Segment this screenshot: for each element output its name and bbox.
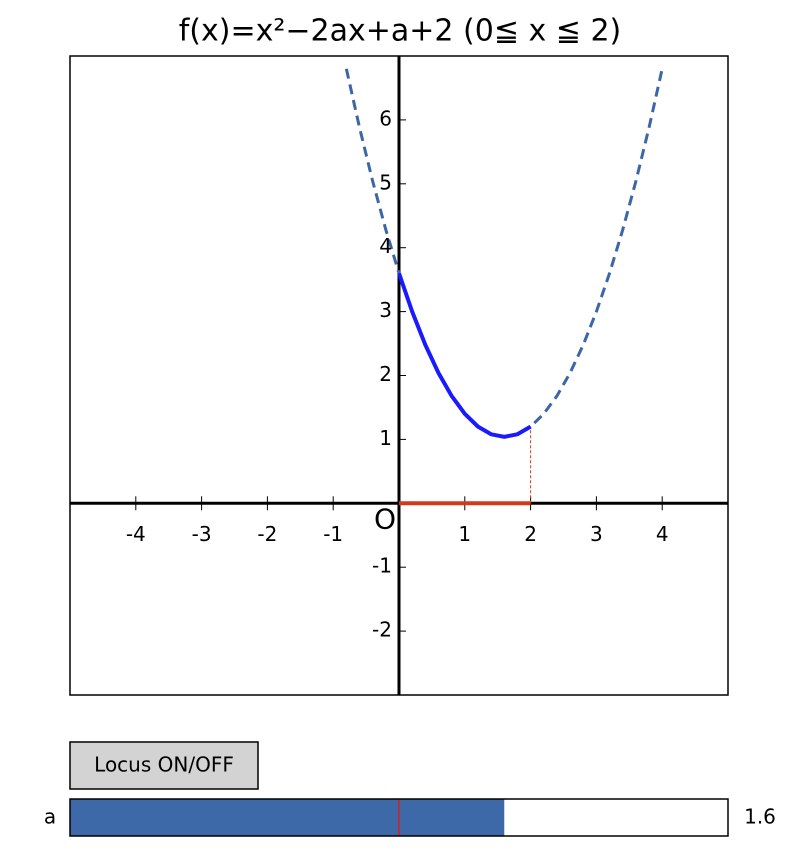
x-tick-label: -3: [192, 522, 212, 546]
y-tick-label: 2: [379, 362, 392, 386]
x-tick-label: -4: [126, 522, 146, 546]
curve: [397, 272, 532, 439]
x-tick-label: 4: [656, 522, 669, 546]
slider-label: a: [44, 805, 56, 829]
x-tick-label: -1: [323, 522, 343, 546]
y-tick-label: -2: [372, 618, 392, 642]
y-tick-label: -1: [372, 554, 392, 578]
origin-label: O: [374, 502, 396, 535]
chart-title: f(x)=x²−2ax+a+2 (0≦ x ≦ 2): [179, 14, 622, 49]
x-tick-label: 2: [524, 522, 537, 546]
x-tick-label: 1: [458, 522, 471, 546]
curve: [344, 68, 664, 439]
x-tick-label: 3: [590, 522, 603, 546]
locus-button[interactable]: [69, 741, 259, 790]
y-tick-label: 4: [379, 234, 392, 258]
slider[interactable]: [70, 799, 505, 836]
x-tick-label: -2: [257, 522, 277, 546]
slider-value: 1.6: [744, 805, 776, 829]
y-tick-label: 3: [379, 298, 392, 322]
y-tick-label: 5: [379, 170, 392, 194]
tick-labels: -4 -3 -2 -1 1 2 3 4 -2 -1 1 2 3 4 5 6 O: [126, 106, 669, 641]
slider-frame[interactable]: [69, 798, 729, 837]
slider-fill: [70, 799, 505, 836]
y-tick-label: 6: [379, 106, 392, 130]
button-label[interactable]: Locus ON/OFF: [94, 753, 234, 777]
plot-area: [70, 56, 728, 695]
y-tick-label: 1: [379, 426, 392, 450]
